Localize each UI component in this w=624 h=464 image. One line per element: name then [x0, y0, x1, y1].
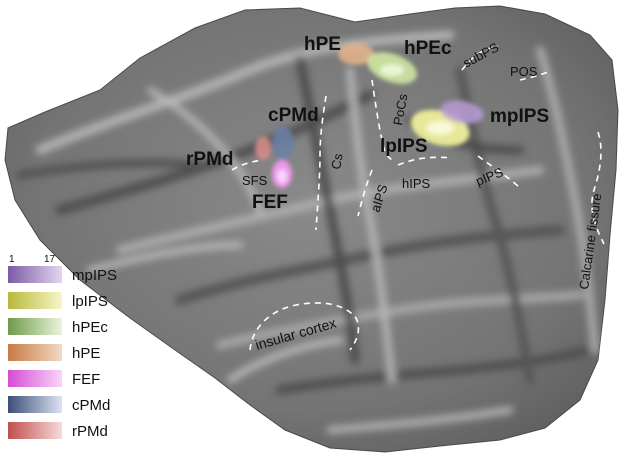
label-Cs: Cs	[328, 152, 346, 171]
label-cPMd: cPMd	[268, 105, 319, 126]
legend-swatch-mpIPS	[8, 266, 62, 283]
hIPS-line	[397, 156, 453, 166]
roi-cPMd	[272, 126, 294, 160]
legend-swatch-hPE	[8, 344, 62, 361]
roi-hPE	[338, 43, 374, 65]
legend-label-cPMd: cPMd	[72, 397, 110, 414]
legend-swatch-hPEc	[8, 318, 62, 335]
label-hPE: hPE	[304, 34, 341, 55]
label-SFS: SFS	[242, 173, 268, 188]
PoCs-line	[371, 79, 393, 161]
label-mpIPS: mpIPS	[490, 106, 549, 127]
label-rPMd: rPMd	[186, 149, 234, 170]
roi-labels: hPE hPEc cPMd rPMd FEF lpIPS mpIPS	[186, 34, 549, 213]
legend-label-rPMd: rPMd	[72, 423, 108, 440]
pIPS-line	[477, 155, 519, 187]
POS-line	[519, 71, 549, 81]
legend-items: mpIPS lpIPS hPEc hPE FEF cPMd rPMd	[8, 266, 117, 440]
curvature-texture	[16, 30, 599, 434]
legend-scale-min: 1	[9, 254, 15, 265]
roi-rPMd	[255, 136, 271, 160]
aIPS-line	[357, 169, 373, 217]
label-lpIPS: lpIPS	[380, 136, 428, 157]
subPS-line	[461, 45, 499, 71]
legend-label-lpIPS: lpIPS	[72, 293, 108, 310]
label-hPEc: hPEc	[404, 38, 452, 59]
legend-label-mpIPS: mpIPS	[72, 267, 117, 284]
legend-label-hPEc: hPEc	[72, 319, 108, 336]
SFS-line	[231, 159, 263, 171]
legend-label-FEF: FEF	[72, 371, 100, 388]
label-PoCs: PoCs	[390, 92, 410, 126]
legend-swatch-rPMd	[8, 422, 62, 439]
insular-line	[249, 302, 360, 351]
label-POS: POS	[510, 64, 538, 79]
legend-swatch-cPMd	[8, 396, 62, 413]
roi-highlights	[277, 64, 454, 183]
legend-swatch-FEF	[8, 370, 62, 387]
label-FEF: FEF	[252, 192, 288, 213]
legend: 1 17 mpIPS lpIPS hPEc hPE FEF cPMd rPMd	[8, 254, 117, 440]
Cs-line	[315, 95, 327, 231]
legend-label-hPE: hPE	[72, 345, 100, 362]
label-hIPS: hIPS	[402, 176, 431, 191]
roi-mpIPS	[440, 100, 484, 124]
sulcus-lines	[231, 45, 605, 351]
legend-scale-max: 17	[44, 254, 56, 265]
calcarine-line	[591, 131, 605, 245]
legend-swatch-lpIPS	[8, 292, 62, 309]
